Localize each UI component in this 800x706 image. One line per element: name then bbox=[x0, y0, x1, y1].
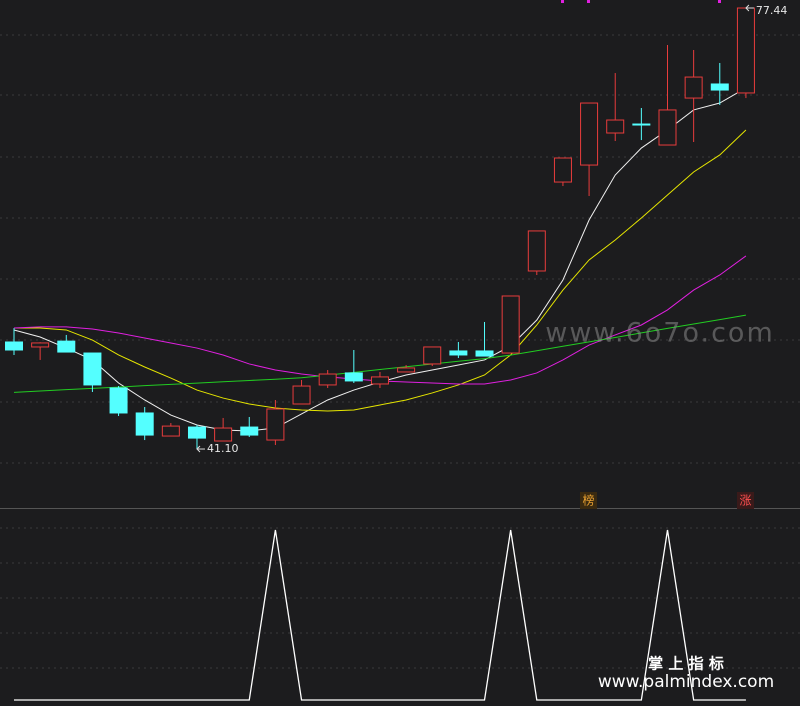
candle-body bbox=[57, 340, 76, 353]
main-grid bbox=[0, 34, 800, 464]
candle-body bbox=[632, 123, 651, 126]
watermark: www.6o7o.com bbox=[545, 318, 775, 349]
candle-body bbox=[423, 346, 442, 365]
label-arrowhead bbox=[196, 445, 201, 453]
candle-body bbox=[501, 295, 520, 354]
extreme-label: 77.44 bbox=[756, 4, 788, 17]
badge-box bbox=[737, 492, 754, 509]
candle-body bbox=[31, 342, 50, 348]
footer-title: 掌 上 指 标 bbox=[648, 655, 724, 673]
candle-body bbox=[736, 7, 755, 94]
candle-body bbox=[187, 426, 206, 439]
candle-body bbox=[606, 119, 625, 134]
candle-body bbox=[370, 376, 389, 385]
candle-body bbox=[5, 341, 23, 351]
ma-line bbox=[14, 129, 747, 412]
ma-line bbox=[13, 314, 747, 393]
sub-grid bbox=[0, 527, 800, 669]
signal-dot bbox=[587, 0, 590, 3]
candle-body bbox=[527, 230, 546, 272]
candle-body bbox=[580, 102, 599, 166]
extreme-label: 41.10 bbox=[207, 442, 239, 455]
signal-dots bbox=[561, 0, 721, 3]
badge: 榜 bbox=[582, 493, 594, 508]
candle-body bbox=[109, 387, 128, 414]
candle-body bbox=[318, 373, 337, 386]
candle-body bbox=[397, 367, 416, 373]
badge-box bbox=[580, 492, 597, 509]
candle-body bbox=[161, 425, 180, 437]
candle-body bbox=[553, 157, 572, 183]
candle-body bbox=[658, 109, 677, 146]
signal-dot bbox=[561, 0, 564, 3]
candle-body bbox=[266, 408, 285, 441]
candle-body bbox=[449, 350, 468, 356]
signal-line bbox=[14, 529, 746, 701]
signal-dot bbox=[718, 0, 721, 3]
candle-body bbox=[292, 385, 311, 405]
candle-body bbox=[240, 426, 259, 436]
candle-body bbox=[344, 372, 363, 382]
candle-body bbox=[710, 83, 729, 91]
candle-body bbox=[83, 352, 102, 386]
candle-body bbox=[214, 427, 233, 442]
candle-body bbox=[135, 412, 154, 436]
badge: 涨 bbox=[739, 493, 751, 508]
candle-body bbox=[684, 76, 703, 99]
label-arrowhead bbox=[745, 4, 750, 12]
candle-body bbox=[475, 350, 494, 357]
footer-url: www.palmindex.com bbox=[598, 672, 774, 692]
